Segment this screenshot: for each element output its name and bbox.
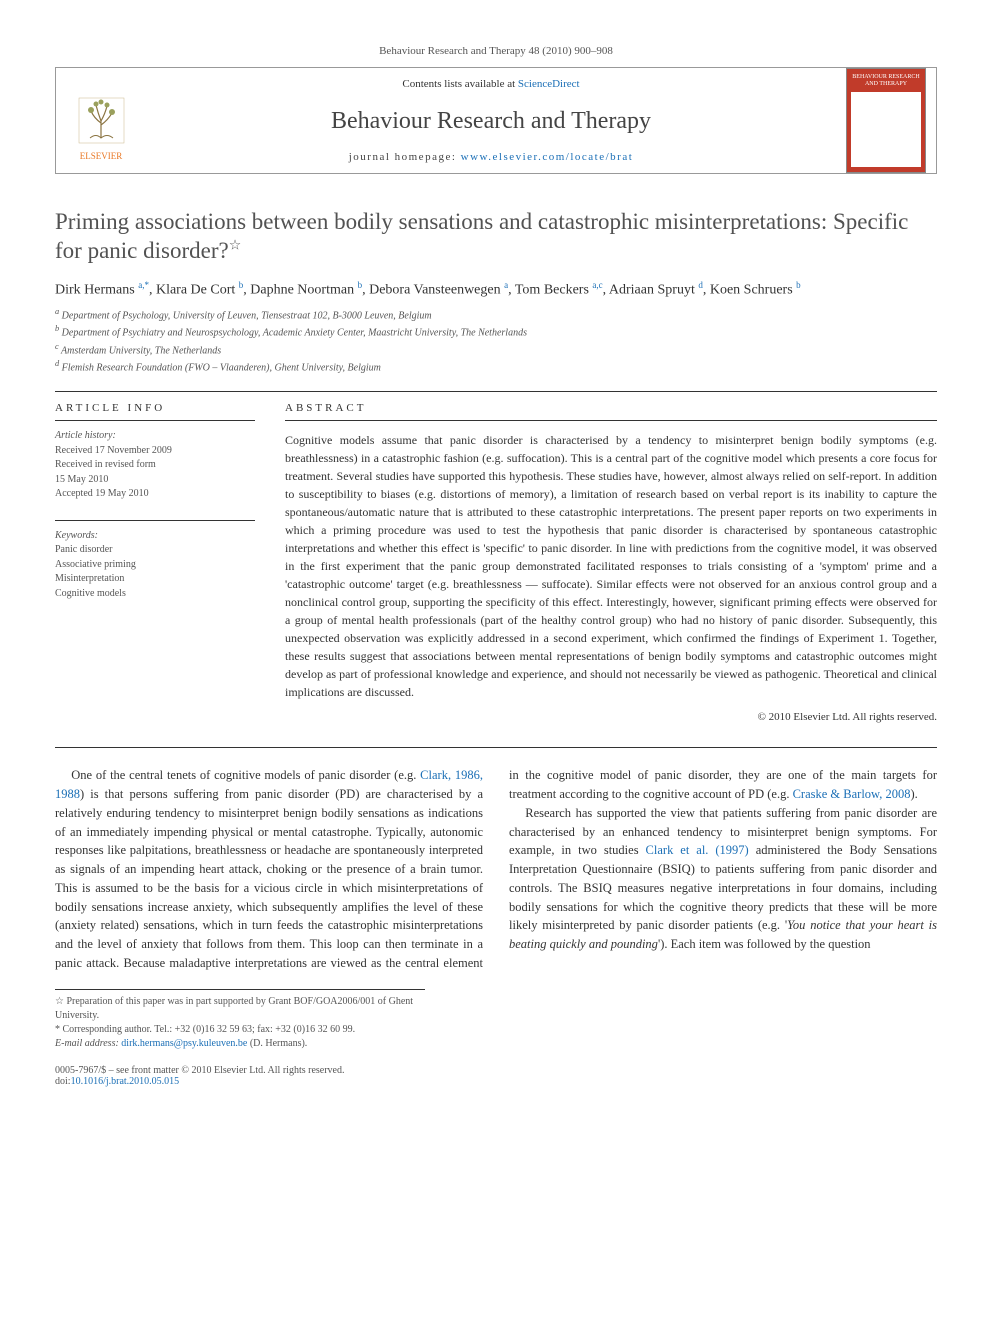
title-block: Priming associations between bodily sens… — [55, 208, 937, 375]
footnote-star: ☆ Preparation of this paper was in part … — [55, 995, 425, 1023]
authors: Dirk Hermans a,*, Klara De Cort b, Daphn… — [55, 280, 937, 299]
keyword: Associative priming — [55, 558, 255, 573]
doi-link[interactable]: 10.1016/j.brat.2010.05.015 — [71, 1076, 180, 1087]
article-info-heading: ARTICLE INFO — [55, 392, 255, 421]
footer-doi: doi:10.1016/j.brat.2010.05.015 — [55, 1076, 344, 1087]
journal-header: ELSEVIER Contents lists available at Sci… — [55, 67, 937, 174]
footer-left: 0005-7967/$ – see front matter © 2010 El… — [55, 1065, 344, 1087]
footer-copyright: 0005-7967/$ – see front matter © 2010 El… — [55, 1065, 344, 1076]
citation-link[interactable]: Clark et al. (1997) — [646, 843, 749, 857]
keywords-block: Keywords: Panic disorderAssociative prim… — [55, 520, 255, 602]
info-abstract-row: ARTICLE INFO Article history: Received 1… — [55, 392, 937, 723]
affiliation: c Amsterdam University, The Netherlands — [55, 341, 937, 358]
publisher-logo-cell: ELSEVIER — [56, 68, 146, 173]
cover-title: BEHAVIOUR RESEARCH AND THERAPY — [851, 74, 921, 87]
abstract-copyright: © 2010 Elsevier Ltd. All rights reserved… — [285, 711, 937, 723]
homepage-link[interactable]: www.elsevier.com/locate/brat — [461, 151, 634, 163]
cover-cell: BEHAVIOUR RESEARCH AND THERAPY — [836, 68, 936, 173]
abstract-column: ABSTRACT Cognitive models assume that pa… — [285, 392, 937, 723]
cover-body — [851, 92, 921, 167]
affiliation: b Department of Psychiatry and Neurospsy… — [55, 323, 937, 340]
footnote-email: E-mail address: dirk.hermans@psy.kuleuve… — [55, 1037, 425, 1051]
elsevier-logo: ELSEVIER — [66, 81, 136, 161]
page: Behaviour Research and Therapy 48 (2010)… — [0, 0, 992, 1132]
affiliations: a Department of Psychology, University o… — [55, 306, 937, 375]
affiliation: a Department of Psychology, University o… — [55, 306, 937, 323]
contents-available: Contents lists available at ScienceDirec… — [152, 78, 830, 90]
history-line: Received in revised form — [55, 458, 255, 473]
history-line: Accepted 19 May 2010 — [55, 487, 255, 502]
affiliation: d Flemish Research Foundation (FWO – Vla… — [55, 358, 937, 375]
article-title: Priming associations between bodily sens… — [55, 208, 937, 266]
body-text: One of the central tenets of cognitive m… — [55, 766, 937, 972]
email-link[interactable]: dirk.hermans@psy.kuleuven.be — [121, 1038, 247, 1049]
abstract-heading: ABSTRACT — [285, 392, 937, 421]
journal-name: Behaviour Research and Therapy — [152, 108, 830, 135]
history-heading: Article history: — [55, 429, 255, 444]
keyword: Misinterpretation — [55, 572, 255, 587]
title-footnote-star: ☆ — [229, 238, 242, 253]
journal-reference: Behaviour Research and Therapy 48 (2010)… — [55, 45, 937, 57]
keywords-heading: Keywords: — [55, 529, 255, 544]
abstract-text: Cognitive models assume that panic disor… — [285, 421, 937, 701]
journal-cover-thumb: BEHAVIOUR RESEARCH AND THERAPY — [846, 68, 926, 173]
sciencedirect-link[interactable]: ScienceDirect — [518, 78, 580, 90]
header-center: Contents lists available at ScienceDirec… — [146, 68, 836, 173]
article-info-column: ARTICLE INFO Article history: Received 1… — [55, 392, 255, 723]
footnote-corresponding: * Corresponding author. Tel.: +32 (0)16 … — [55, 1023, 425, 1037]
journal-homepage: journal homepage: www.elsevier.com/locat… — [152, 151, 830, 163]
history-line: Received 17 November 2009 — [55, 444, 255, 459]
divider — [55, 747, 937, 748]
citation-link[interactable]: Craske & Barlow, 2008 — [793, 787, 911, 801]
elsevier-tree-icon — [74, 93, 129, 148]
page-footer: 0005-7967/$ – see front matter © 2010 El… — [55, 1065, 937, 1087]
footnotes: ☆ Preparation of this paper was in part … — [55, 989, 425, 1051]
keyword: Cognitive models — [55, 587, 255, 602]
history-line: 15 May 2010 — [55, 473, 255, 488]
keyword: Panic disorder — [55, 543, 255, 558]
publisher-name: ELSEVIER — [80, 151, 123, 161]
article-history: Article history: Received 17 November 20… — [55, 421, 255, 502]
body-paragraph: Research has supported the view that pat… — [509, 804, 937, 954]
